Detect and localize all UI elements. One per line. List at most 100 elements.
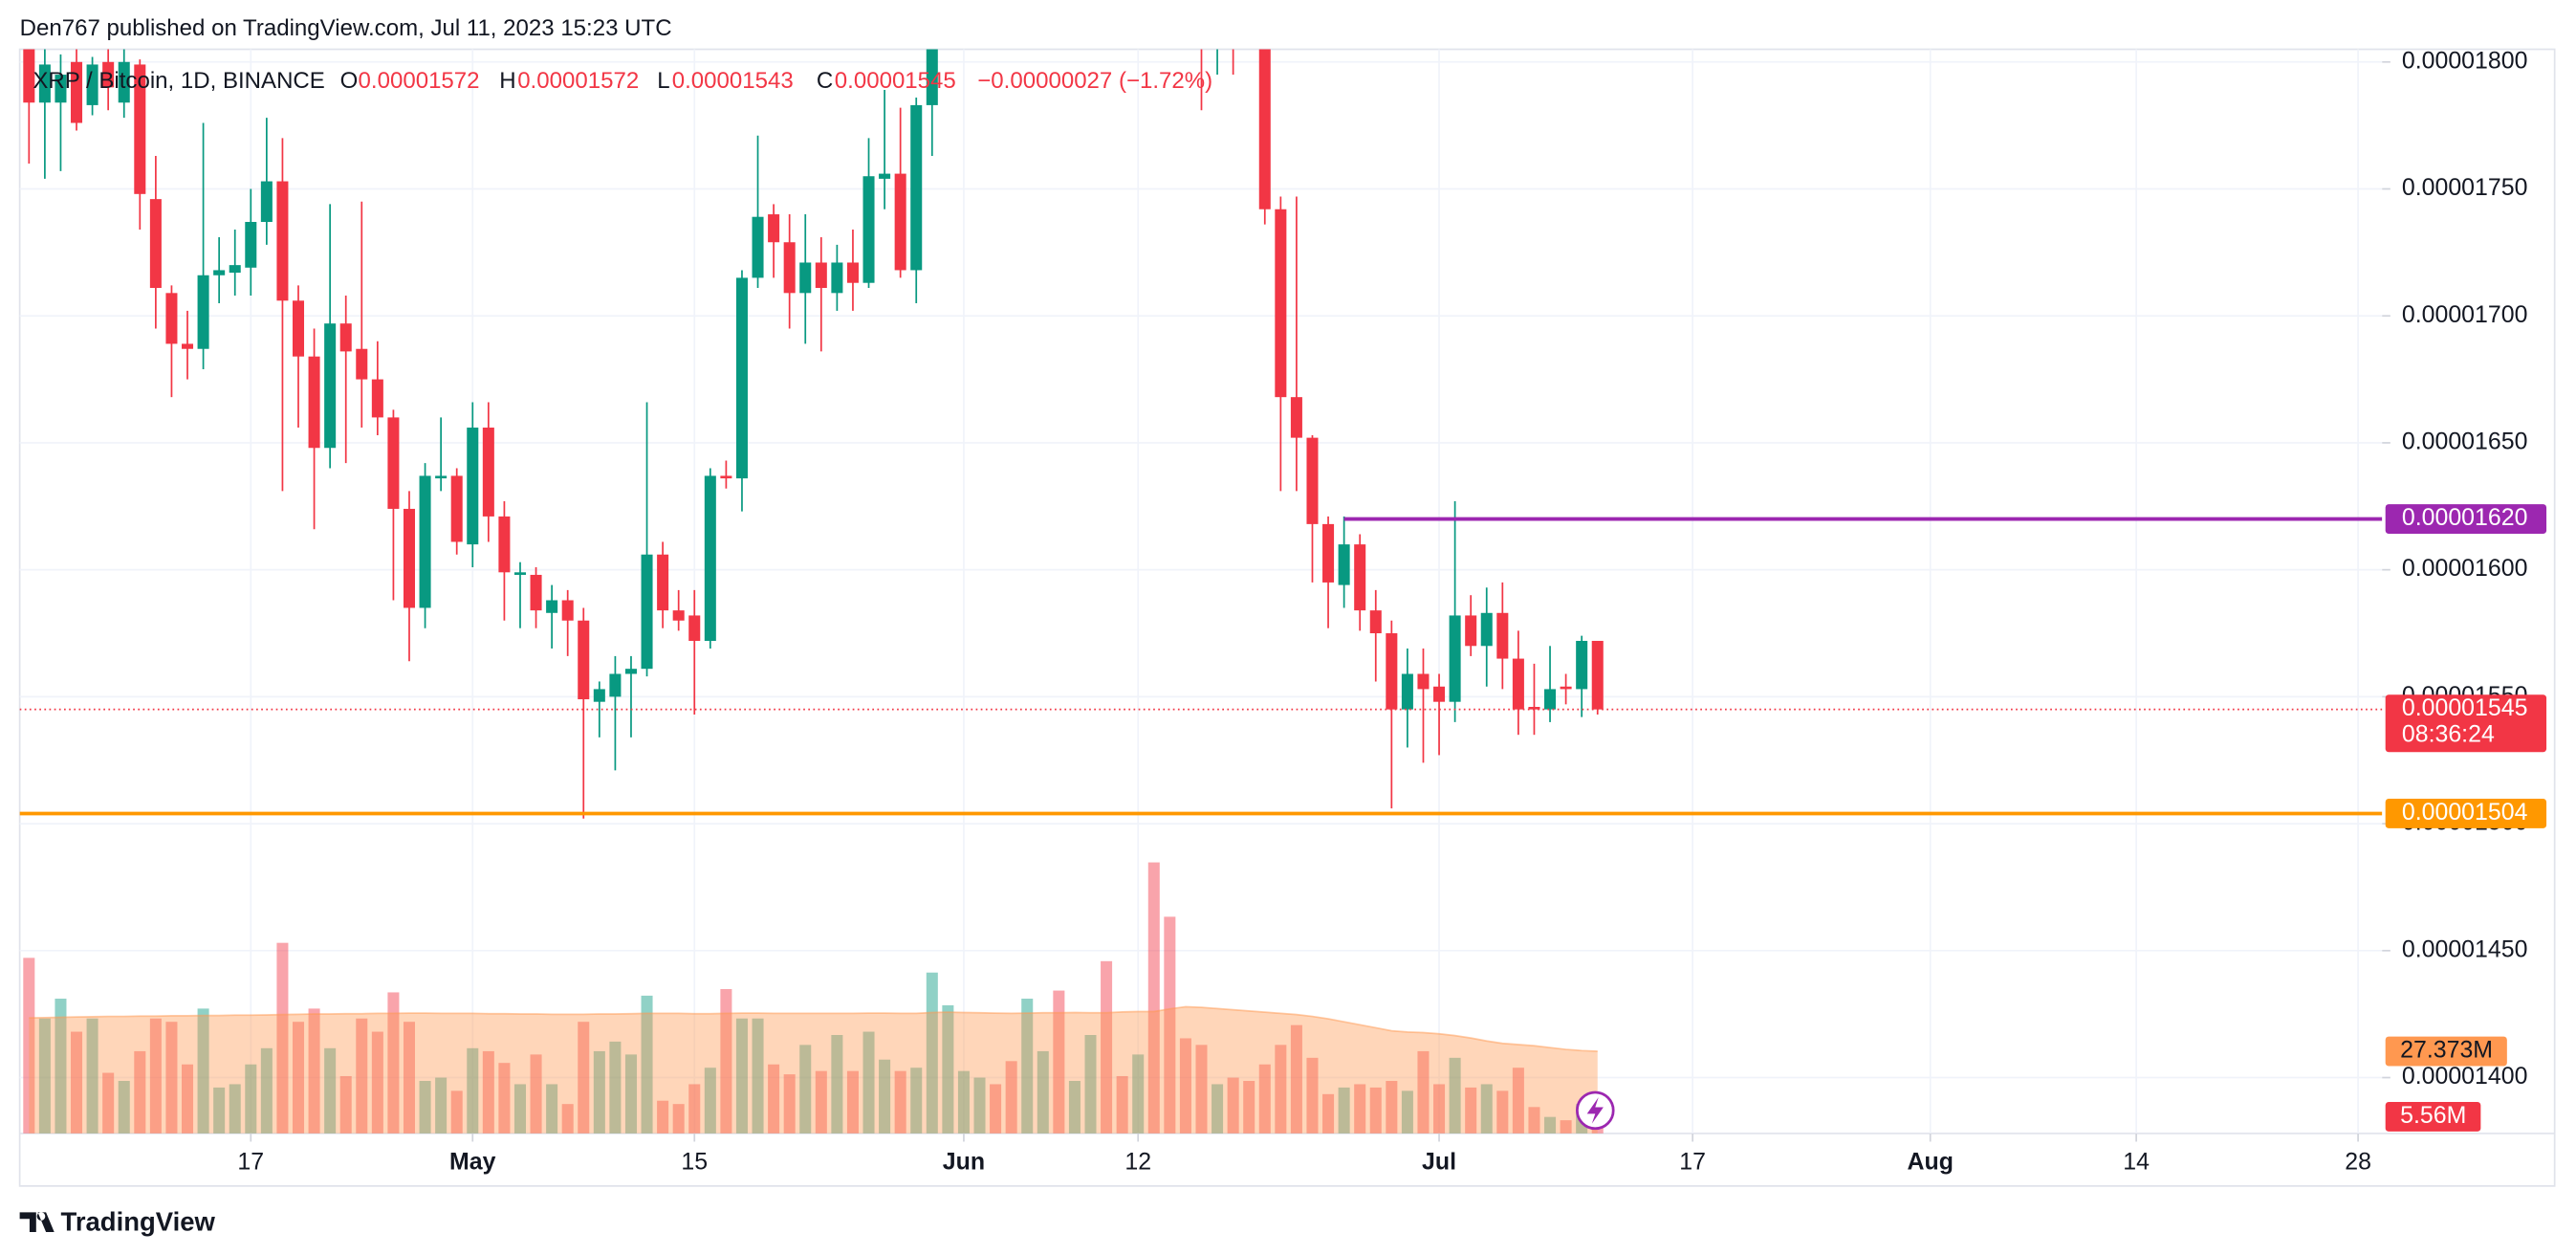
volume-bar — [1179, 1038, 1191, 1134]
candle-body — [1275, 209, 1287, 398]
volume-bar — [846, 1070, 859, 1134]
candle-body — [1354, 544, 1366, 611]
volume-bar — [308, 1008, 320, 1134]
volume-bar — [942, 1004, 954, 1134]
volume-bar — [1338, 1087, 1350, 1134]
volume-bar — [910, 1068, 923, 1134]
candle-body — [657, 554, 669, 611]
volume-pane — [23, 862, 1604, 1134]
volume-bar — [149, 1018, 162, 1134]
logo-text: TradingView — [61, 1207, 216, 1237]
candle-body — [308, 356, 320, 449]
candle-body — [1433, 686, 1446, 702]
volume-bar — [720, 988, 732, 1134]
axes: 0.00001800 0.00001750 0.00001700 0.00001650… — [237, 47, 2547, 1175]
candle-body — [704, 475, 716, 641]
volume-bar — [688, 1084, 701, 1134]
volume-bar — [1322, 1093, 1335, 1134]
candle-body — [752, 216, 764, 278]
volume-bar — [593, 1050, 605, 1134]
candle-body — [276, 181, 289, 301]
y-tick-label: 0.00001400 — [2402, 1063, 2528, 1090]
volume-bar — [1147, 862, 1160, 1134]
volume-bar — [1101, 960, 1113, 1134]
volume-bar — [102, 1072, 115, 1134]
volume-bar — [482, 1050, 494, 1134]
volume-bar — [1021, 999, 1034, 1134]
candle-body — [118, 61, 130, 103]
volume-bar — [498, 1063, 511, 1134]
volume-ma-area — [29, 1006, 1598, 1134]
candle-body — [1386, 633, 1398, 710]
candle-body — [482, 428, 494, 517]
candle-body — [1465, 615, 1477, 647]
change: −0.00000027 (−1.72%) — [977, 68, 1212, 94]
ohlc-value: 0.00001545 — [835, 68, 956, 94]
volume-bar — [578, 1022, 590, 1134]
candle-body — [910, 104, 923, 271]
volume-bar — [260, 1047, 273, 1134]
volume-bar — [657, 1100, 669, 1134]
ohlc-key: O — [340, 68, 359, 94]
ohlc-key: C — [817, 68, 833, 94]
volume-bar — [1037, 1050, 1049, 1134]
volume-bar — [879, 1059, 891, 1134]
volume-bar — [1243, 1081, 1255, 1134]
x-tick-label: 14 — [2123, 1148, 2150, 1175]
chart-frame — [18, 48, 2556, 1187]
candle-body — [879, 173, 891, 179]
y-tick-label: 0.00001450 — [2402, 936, 2528, 962]
volume-bar — [1275, 1045, 1287, 1134]
volume-bar — [356, 1018, 368, 1134]
candle-body — [513, 572, 526, 575]
x-tick-label: Jun — [943, 1148, 985, 1175]
ohlc-value: 0.00001572 — [359, 68, 480, 94]
candle-body — [1496, 612, 1509, 659]
candle-body — [1528, 706, 1540, 710]
volume-bar — [1449, 1057, 1461, 1134]
candle-body — [403, 508, 416, 608]
ohlc-key: H — [499, 68, 515, 94]
volume-bar — [783, 1074, 796, 1134]
volume-bar — [1401, 1090, 1413, 1134]
volume-bar — [1480, 1084, 1493, 1134]
candle-body — [593, 689, 605, 702]
y-tick-label: 0.00001800 — [2402, 47, 2528, 74]
volume-bar — [1132, 1054, 1145, 1134]
volume-bar — [815, 1070, 827, 1134]
volume-bar — [1354, 1084, 1366, 1134]
volume-ma-label: 27.373M — [2400, 1037, 2493, 1064]
candle-body — [720, 475, 732, 479]
volume-bar — [1465, 1087, 1477, 1134]
candle-body — [324, 323, 337, 449]
volume-bar — [799, 1045, 812, 1134]
volume-bar — [1258, 1064, 1271, 1134]
candle-body — [197, 275, 209, 349]
volume-bar — [1512, 1068, 1524, 1134]
candle-body — [783, 242, 796, 294]
volume-bar — [165, 1022, 178, 1134]
volume-bar — [1053, 990, 1065, 1134]
volume-bar — [752, 1018, 764, 1134]
candle-body — [578, 620, 590, 700]
volume-bar — [641, 995, 653, 1134]
volume-bar — [467, 1047, 479, 1134]
volume-bar — [1306, 1057, 1319, 1134]
candle-body — [641, 554, 653, 670]
volume-bar — [894, 1070, 906, 1134]
volume-bar — [768, 1064, 780, 1134]
y-tick-label: 0.00001600 — [2402, 555, 2528, 582]
x-tick-label: Aug — [1908, 1148, 1954, 1175]
price-label-box — [2385, 504, 2547, 535]
candle-body — [38, 64, 51, 103]
ohlc-key: L — [657, 68, 669, 94]
y-tick-label: 0.00001700 — [2402, 301, 2528, 328]
candle-body — [1401, 673, 1413, 710]
volume-bar — [1496, 1090, 1509, 1134]
volume-bar — [213, 1087, 226, 1134]
candle-body — [86, 64, 98, 105]
volume-label: 5.56M — [2400, 1102, 2466, 1129]
